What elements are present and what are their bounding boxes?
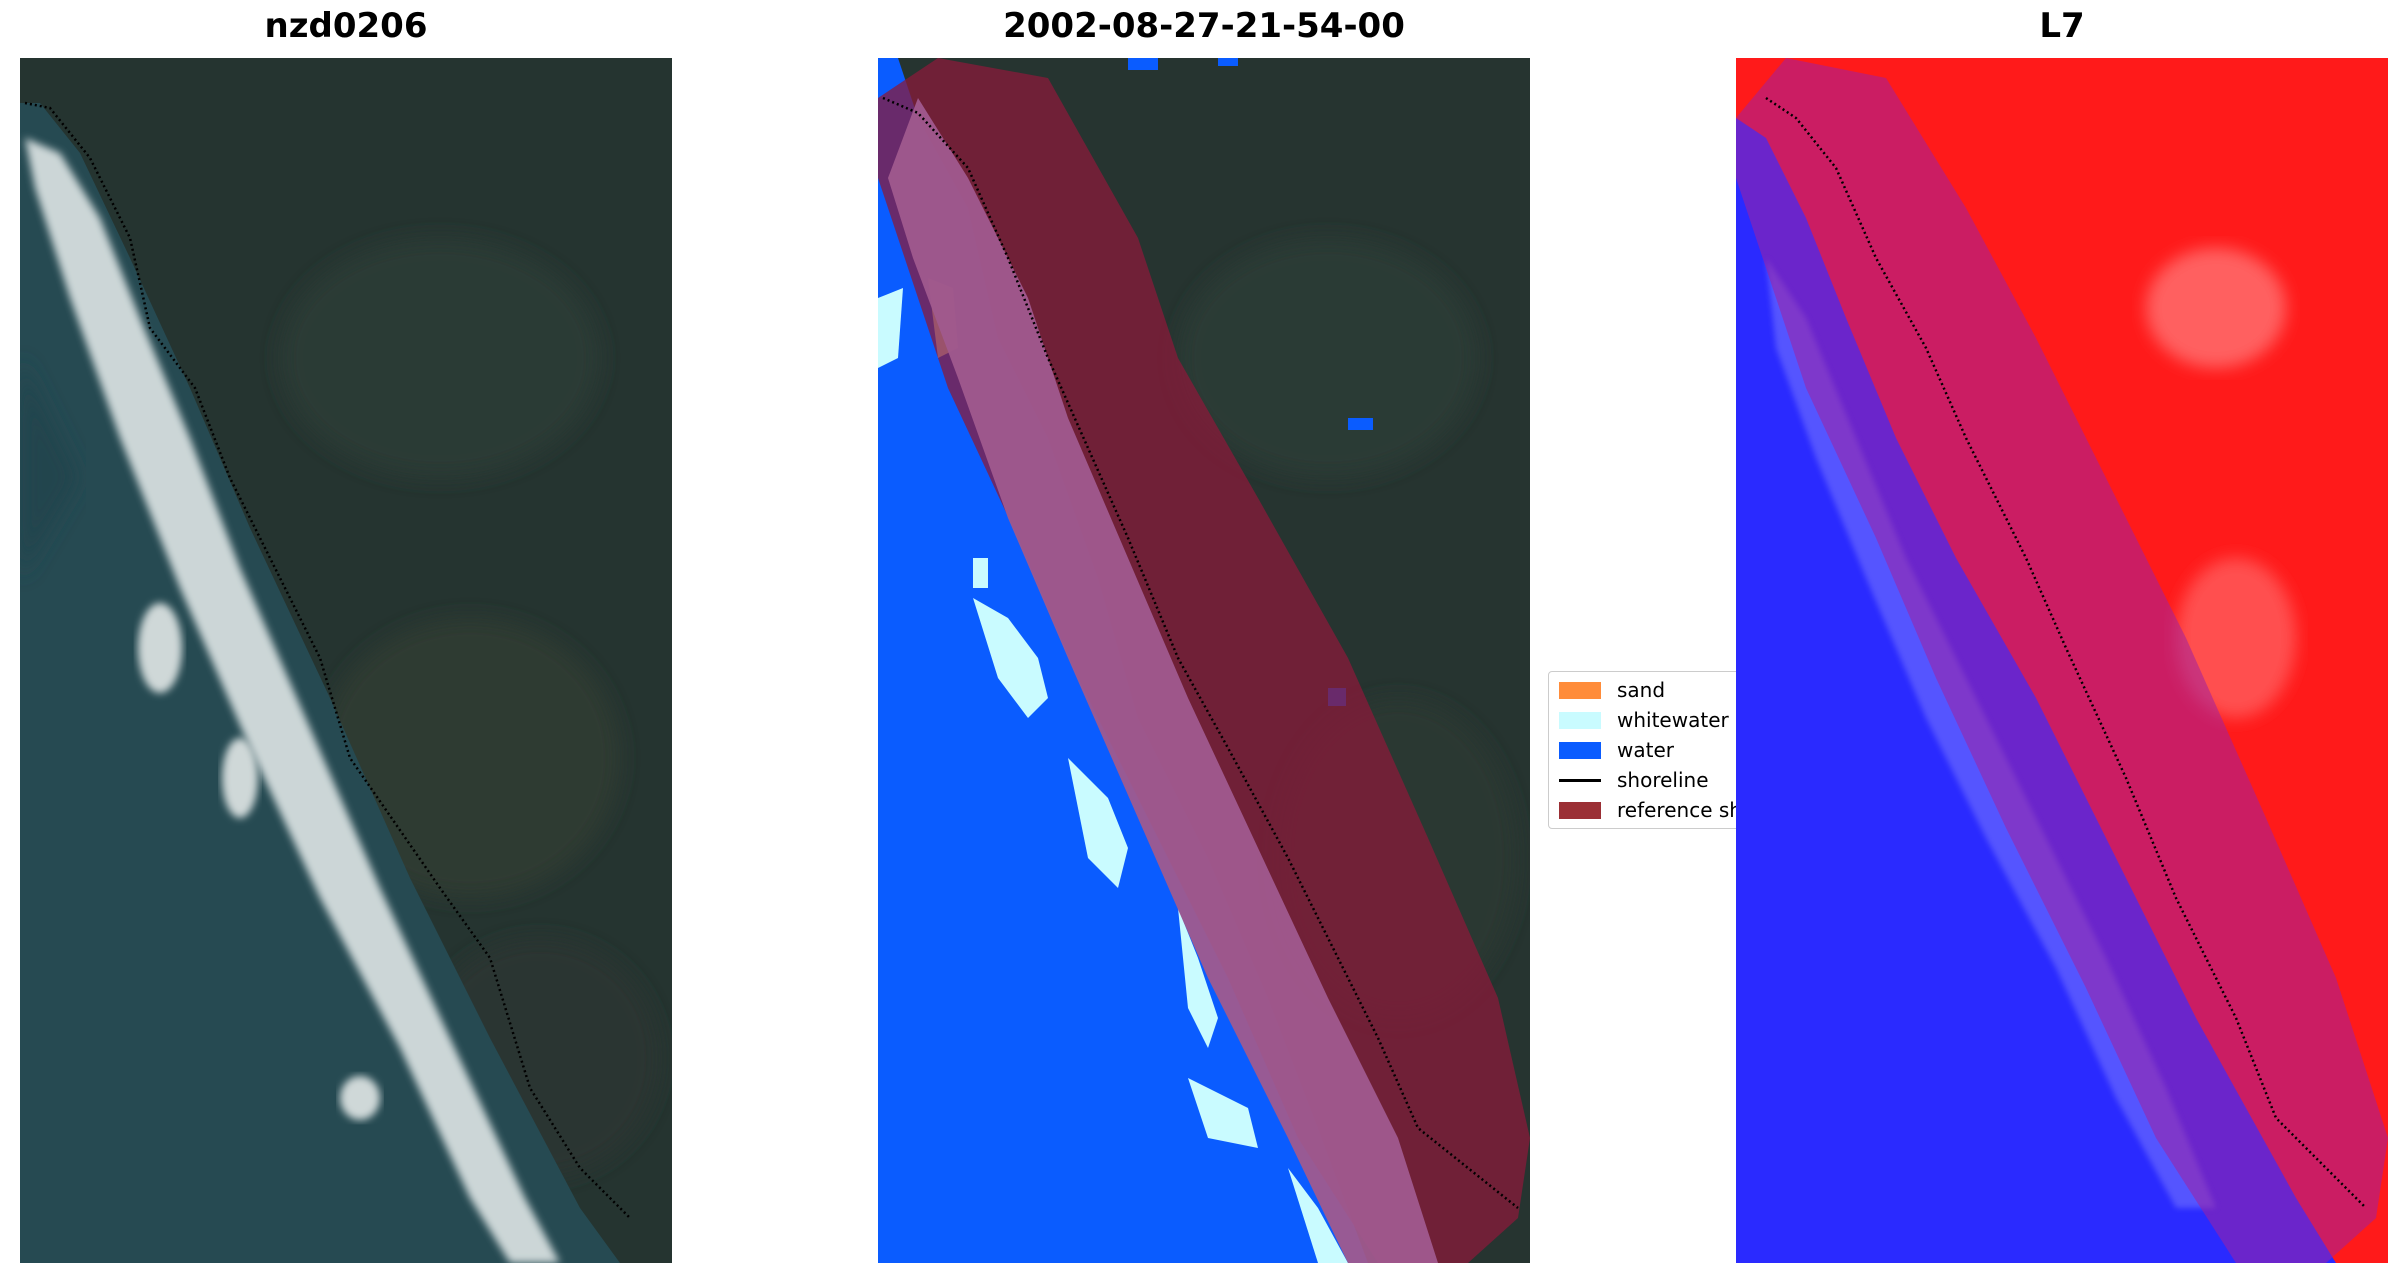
index-image	[1736, 58, 2388, 1263]
legend-item-reference-shoreline-buffer: reference shoreline buffer	[1559, 798, 1740, 822]
shoreline-swatch	[1559, 778, 1601, 782]
legend-item-shoreline: shoreline	[1559, 768, 1709, 792]
legend-label: reference shoreline buffer	[1617, 798, 1740, 822]
reference-buffer-swatch	[1559, 801, 1601, 819]
shoreline-line	[882, 96, 1519, 1209]
whitewater-swatch	[1559, 711, 1601, 729]
rgb-image-panel	[20, 58, 672, 1263]
negative-index-area	[1736, 118, 2336, 1263]
shoreline-line	[1765, 96, 2367, 1209]
sand-swatch	[1559, 681, 1601, 699]
panel-title-classification: 2002-08-27-21-54-00	[1003, 6, 1405, 46]
classification-image	[878, 58, 1530, 1263]
reference-shoreline-buffer	[1736, 58, 2388, 1263]
panel-title-rgb: nzd0206	[264, 6, 428, 46]
water-swatch	[1559, 741, 1601, 759]
legend-item-sand: sand	[1559, 678, 1666, 702]
legend-label: sand	[1617, 678, 1666, 702]
panel-title-index: L7	[2039, 6, 2085, 46]
rgb-satellite-image	[20, 58, 672, 1263]
legend-label: water	[1617, 738, 1674, 762]
legend: sand whitewater water shoreline referenc…	[1548, 671, 1740, 829]
legend-label: whitewater	[1617, 708, 1729, 732]
index-image-panel	[1736, 58, 2388, 1263]
legend-label: shoreline	[1617, 768, 1709, 792]
whitewater-class-area	[878, 278, 1348, 1263]
legend-item-water: water	[1559, 738, 1674, 762]
buffer-overlap-area	[888, 98, 1438, 1263]
legend-item-whitewater: whitewater	[1559, 708, 1729, 732]
classification-panel	[878, 58, 1530, 1263]
surf-zone	[25, 138, 560, 1263]
